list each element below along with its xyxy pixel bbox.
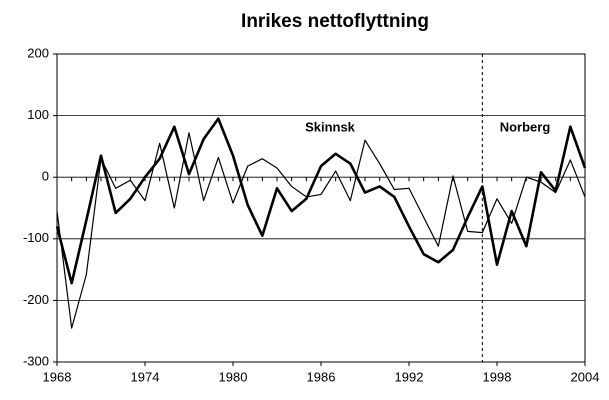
x-tick-label: 1992 xyxy=(395,369,424,384)
line-series xyxy=(55,117,587,285)
plot-frame xyxy=(56,53,586,363)
x-tick-label: 1986 xyxy=(307,369,336,384)
y-tick-label: -100 xyxy=(23,230,49,245)
y-tick-label: -200 xyxy=(23,292,49,307)
x-tick-label: 2004 xyxy=(571,369,600,384)
x-tick-label: 1968 xyxy=(43,369,72,384)
x-tick-label: 1980 xyxy=(219,369,248,384)
chart-title: Inrikes nettoflyttning xyxy=(241,11,429,32)
y-tick-label: 0 xyxy=(42,169,49,184)
y-tick-label: -300 xyxy=(23,353,49,368)
y-tick-label: 200 xyxy=(27,45,49,60)
x-tick-label: 1974 xyxy=(131,369,160,384)
y-tick-label: 100 xyxy=(27,107,49,122)
line-series xyxy=(56,132,586,329)
series-label: Norberg xyxy=(500,119,551,134)
series-label: Skinnsk xyxy=(305,119,356,134)
x-tick-label: 1998 xyxy=(483,369,512,384)
